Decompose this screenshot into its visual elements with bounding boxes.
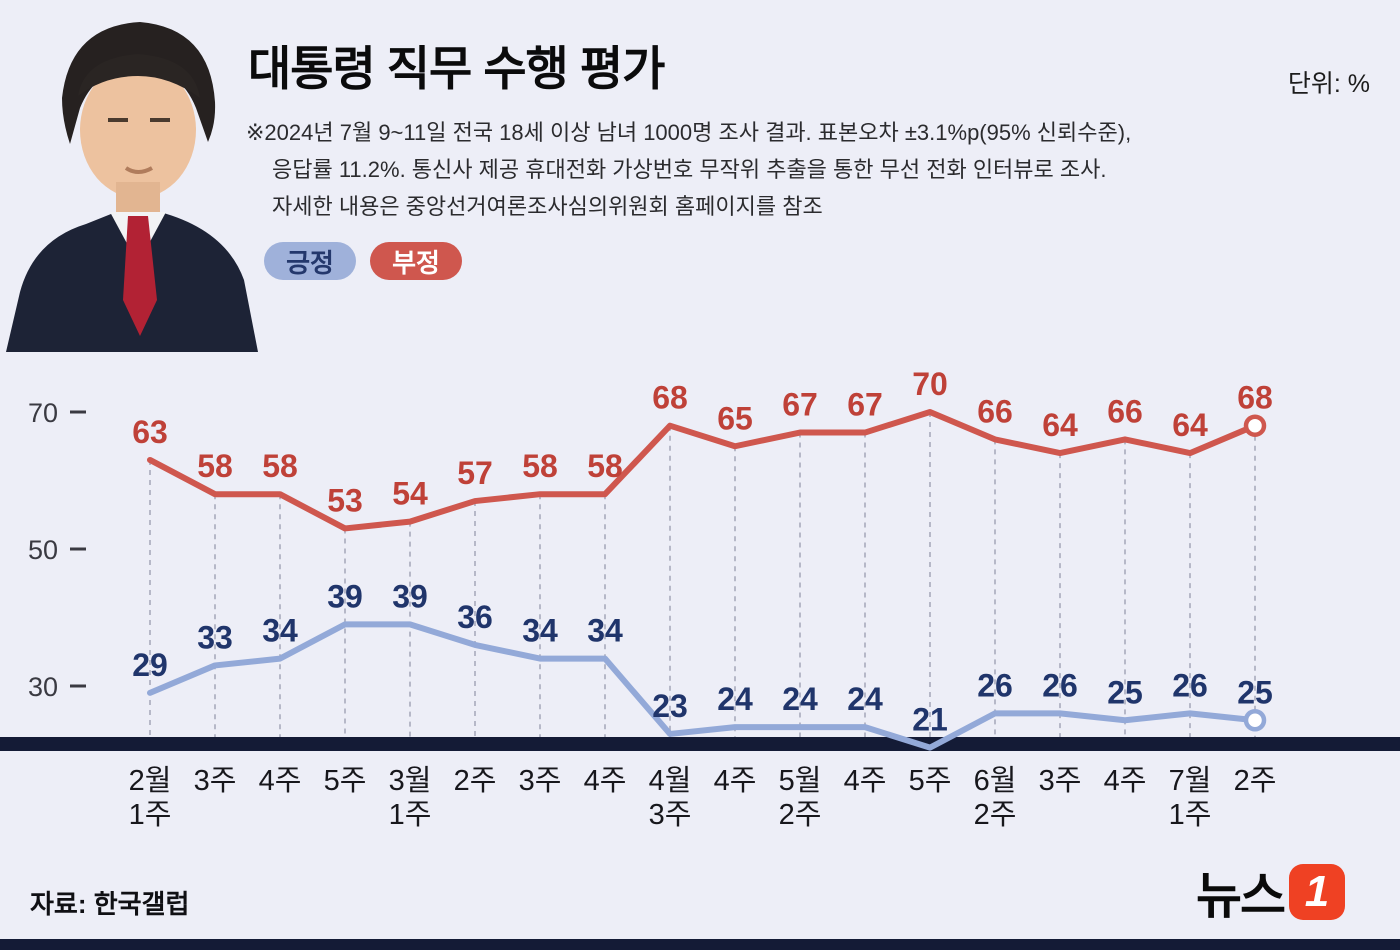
data-label-긍정: 34: [587, 613, 623, 649]
x-tick-label: 7월: [1169, 764, 1212, 797]
x-tick-label: 2주: [454, 765, 497, 797]
x-tick-label: 3월: [389, 764, 432, 797]
data-label-긍정: 21: [912, 702, 948, 738]
footnote-line-3: 자세한 내용은 중앙선거여론조사심의위원회 홈페이지를 참조: [272, 194, 823, 219]
president-photo: [0, 0, 258, 352]
data-label-부정: 70: [912, 366, 948, 402]
data-label-긍정: 39: [392, 578, 428, 614]
x-tick-label: 3주: [649, 799, 692, 831]
logo-text: 뉴스: [1196, 868, 1286, 924]
mouth: [124, 166, 153, 174]
bottom-bar: [0, 939, 1400, 950]
data-label-부정: 58: [262, 448, 298, 484]
page-title: 대통령 직무 수행 평가: [248, 42, 665, 95]
data-label-긍정: 24: [782, 681, 818, 717]
x-tick-label: 3주: [519, 765, 562, 797]
x-tick-label: 5월: [779, 764, 822, 797]
data-label-긍정: 34: [262, 613, 298, 649]
data-label-긍정: 26: [1172, 667, 1208, 703]
data-label-긍정: 33: [197, 619, 233, 655]
x-tick-label: 4주: [584, 765, 627, 797]
data-label-부정: 66: [1107, 393, 1143, 429]
hair-front: [78, 54, 200, 98]
data-label-부정: 64: [1172, 407, 1208, 443]
x-tick-label: 3주: [194, 765, 237, 797]
x-tick-label: 1주: [1169, 799, 1212, 831]
x-tick-label: 6월: [974, 764, 1017, 797]
data-label-긍정: 25: [1237, 674, 1273, 710]
data-label-긍정: 34: [522, 613, 558, 649]
end-marker-부정: [1243, 414, 1267, 437]
data-label-긍정: 24: [847, 681, 883, 717]
data-label-긍정: 25: [1107, 674, 1143, 710]
unit-label: 단위: %: [1287, 70, 1370, 98]
news1-logo: 뉴스 1: [1196, 856, 1345, 928]
x-tick-label: 2월: [129, 764, 172, 797]
x-tick-label: 2주: [974, 799, 1017, 831]
data-label-부정: 64: [1042, 407, 1078, 443]
x-tick-label: 5주: [909, 765, 952, 797]
data-label-부정: 53: [327, 482, 363, 518]
data-label-긍정: 26: [977, 667, 1013, 703]
data-label-부정: 63: [132, 414, 168, 450]
data-label-부정: 67: [782, 387, 818, 423]
y-tick-label: 50: [28, 535, 58, 565]
y-tick-label: 70: [28, 398, 58, 428]
hair: [62, 22, 216, 144]
x-tick-label: 4주: [259, 765, 302, 797]
data-label-부정: 66: [977, 393, 1013, 429]
data-label-긍정: 24: [717, 681, 753, 717]
legend-negative-chip: 부정: [370, 242, 462, 280]
footnote-line-2: 응답률 11.2%. 통신사 제공 휴대전화 가상번호 무작위 추출을 통한 무…: [272, 157, 1107, 182]
series-line-긍정: [147, 621, 1258, 751]
data-label-부정: 67: [847, 387, 883, 423]
y-tick-label: 30: [28, 672, 58, 702]
x-tick-label: 3주: [1039, 765, 1082, 797]
x-tick-label: 4주: [714, 765, 757, 797]
data-label-부정: 65: [717, 400, 753, 436]
face: [80, 62, 196, 198]
data-label-부정: 68: [1237, 380, 1273, 416]
data-label-부정: 68: [652, 380, 688, 416]
end-marker-긍정: [1243, 709, 1267, 732]
data-label-긍정: 26: [1042, 667, 1078, 703]
x-tick-label: 1주: [389, 799, 432, 831]
series-line-부정: [147, 409, 1258, 532]
footnote-line-1: ※2024년 7월 9~11일 전국 18세 이상 남녀 1000명 조사 결과…: [246, 120, 1132, 145]
data-label-부정: 58: [522, 448, 558, 484]
data-label-긍정: 39: [327, 578, 363, 614]
data-label-부정: 54: [392, 476, 428, 512]
x-tick-label: 2주: [779, 799, 822, 831]
data-label-긍정: 36: [457, 599, 493, 635]
x-tick-label: 5주: [324, 765, 367, 797]
data-label-부정: 58: [197, 448, 233, 484]
tie: [123, 216, 157, 336]
legend-positive-chip: 긍정: [264, 242, 356, 280]
x-tick-label: 2주: [1234, 765, 1277, 797]
data-label-부정: 58: [587, 448, 623, 484]
data-label-긍정: 23: [652, 688, 688, 724]
data-label-긍정: 29: [132, 647, 168, 683]
x-axis-bar: [0, 737, 1400, 751]
x-tick-label: 4월: [649, 764, 692, 797]
x-tick-label: 1주: [129, 799, 172, 831]
x-tick-label: 4주: [844, 765, 887, 797]
logo-badge: 1: [1289, 864, 1345, 920]
portrait-illustration: [6, 22, 258, 352]
survey-footnote: ※2024년 7월 9~11일 전국 18세 이상 남녀 1000명 조사 결과…: [246, 114, 1131, 225]
legend: 긍정 부정: [264, 242, 462, 280]
data-label-부정: 57: [457, 455, 493, 491]
x-tick-label: 4주: [1104, 765, 1147, 797]
source-label: 자료: 한국갤럽: [30, 889, 190, 919]
